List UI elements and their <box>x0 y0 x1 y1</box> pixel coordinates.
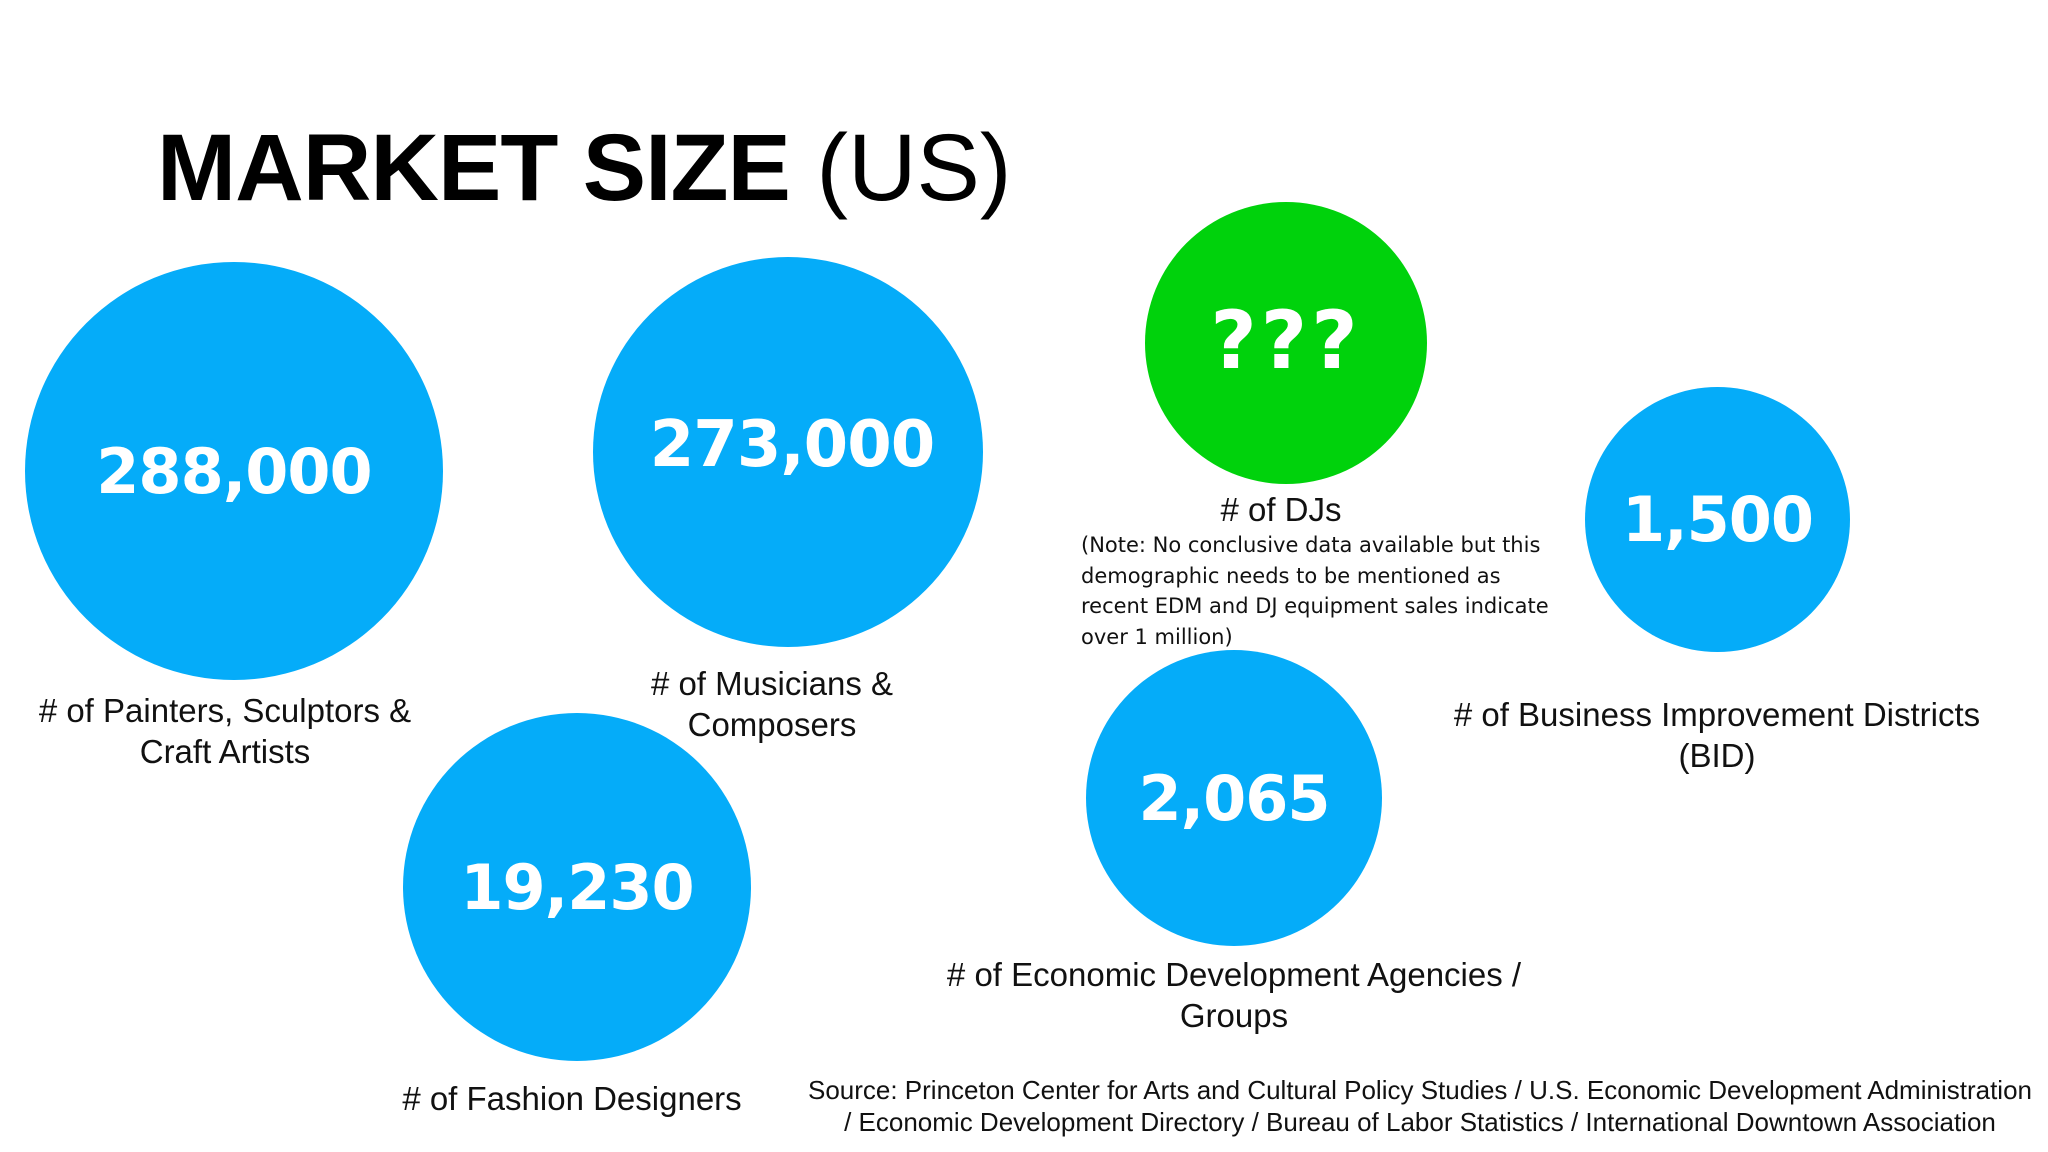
djs-note-line-1: (Note: No conclusive data available but … <box>1081 533 1541 557</box>
painters-label-line-1: # of Painters, Sculptors & <box>38 692 412 729</box>
painters-label: # of Painters, Sculptors & Craft Artists <box>20 690 430 772</box>
business-improvement-districts-label-line-1: # of Business Improvement Districts <box>1453 696 1981 733</box>
djs-note-line-4: over 1 million) <box>1081 624 1233 649</box>
musicians-label: # of Musicians & Composers <box>572 663 972 745</box>
source-line-2: / Economic Development Directory / Burea… <box>844 1107 1996 1137</box>
djs-note-line-2: demographic needs to be mentioned as <box>1081 563 1501 588</box>
musicians-label-line-1: # of Musicians & <box>650 665 894 702</box>
title-main: MARKET SIZE <box>157 115 791 221</box>
painters-bubble: 288,000 <box>25 262 443 680</box>
painters-count: 288,000 <box>96 434 372 508</box>
djs-note: (Note: No conclusive data available but … <box>1081 530 1549 652</box>
musicians-count: 273,000 <box>649 408 935 482</box>
source-citation: Source: Princeton Center for Arts and Cu… <box>800 1074 2040 1138</box>
title-region: (US) <box>816 115 1012 221</box>
fashion-designers-label: # of Fashion Designers <box>362 1078 782 1119</box>
djs-label-line-1: # of DJs <box>1220 491 1342 528</box>
economic-development-count: 2,065 <box>1138 761 1330 835</box>
business-improvement-districts-label-line-2: (BID) <box>1678 737 1756 774</box>
djs-note-line-3: recent EDM and DJ equipment sales indica… <box>1081 594 1549 618</box>
musicians-label-line-2: Composers <box>687 706 857 743</box>
musicians-bubble: 273,000 <box>593 257 983 647</box>
fashion-designers-count: 19,230 <box>460 850 694 924</box>
business-improvement-districts-label: # of Business Improvement Districts (BID… <box>1427 694 2007 776</box>
painters-label-line-2: Craft Artists <box>139 733 311 770</box>
djs-count: ??? <box>1210 293 1362 387</box>
page-title: MARKET SIZE (US) <box>157 108 1012 228</box>
economic-development-label-line-2: Groups <box>1179 997 1289 1034</box>
business-improvement-districts-count: 1,500 <box>1621 483 1814 556</box>
fashion-designers-label-line-1: # of Fashion Designers <box>402 1080 742 1117</box>
fashion-designers-bubble: 19,230 <box>403 713 751 1061</box>
economic-development-label-line-1: # of Economic Development Agencies / <box>946 956 1522 993</box>
djs-label: # of DJs <box>1136 489 1426 530</box>
business-improvement-districts-bubble: 1,500 <box>1585 387 1850 652</box>
economic-development-bubble: 2,065 <box>1086 650 1382 946</box>
djs-bubble: ??? <box>1145 202 1427 484</box>
source-line-1: Source: Princeton Center for Arts and Cu… <box>807 1075 2032 1105</box>
economic-development-label: # of Economic Development Agencies / Gro… <box>914 954 1554 1036</box>
